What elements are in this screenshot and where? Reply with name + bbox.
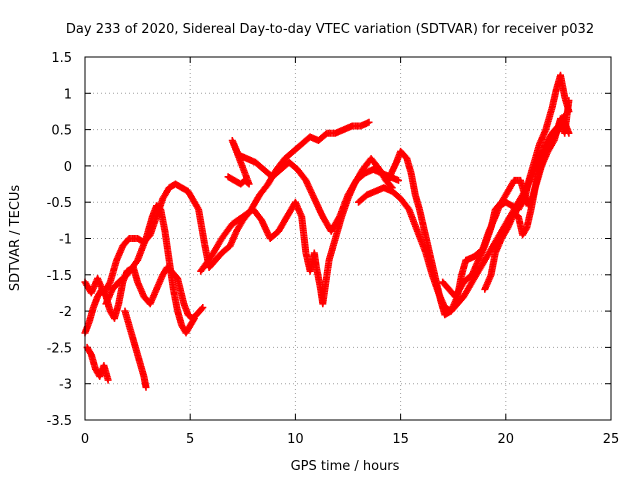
y-tick-label: -3.5 (47, 414, 72, 429)
data-point (549, 138, 557, 146)
series-track-c (83, 307, 150, 391)
axis-ticks: 0 5 10 15 20 25 -3.5 -3 -2.5 -2 -1.5 -1 -0.5 0 0.5 1 1.5 (47, 51, 620, 447)
x-tick-label: 15 (392, 432, 409, 447)
y-tick-label: 0 (64, 160, 72, 175)
data-point (104, 376, 112, 384)
plot-frame (84, 56, 612, 421)
x-tick-label: 10 (287, 432, 304, 447)
y-tick-label: 1.5 (51, 51, 72, 66)
y-tick-label: 1 (64, 87, 72, 102)
series-track-j (481, 97, 573, 293)
y-tick-label: -1 (59, 233, 72, 248)
chart-title: Day 233 of 2020, Sidereal Day-to-day VTE… (66, 22, 594, 37)
y-tick-label: 0.5 (51, 124, 72, 139)
y-tick-label: -3 (59, 378, 72, 393)
y-tick-label: -2 (59, 305, 72, 320)
series-track-d (102, 202, 198, 337)
data-point (565, 97, 573, 105)
data-point (365, 118, 373, 126)
y-tick-label: -1.5 (47, 269, 72, 284)
data-points (81, 71, 573, 391)
x-tick-label: 0 (81, 432, 89, 447)
data-point (198, 305, 206, 313)
x-tick-label: 25 (603, 432, 620, 447)
y-axis-label: SDTVAR / TECUs (8, 185, 23, 292)
data-point (395, 176, 402, 184)
data-point (142, 383, 150, 391)
gridlines (85, 57, 611, 420)
x-axis-label: GPS time / hours (291, 459, 400, 474)
data-point (105, 280, 113, 288)
y-tick-label: -0.5 (47, 196, 72, 211)
data-point (199, 304, 207, 311)
series-track-e (224, 137, 402, 235)
series-track-f (197, 155, 396, 308)
y-tick-label: -2.5 (47, 341, 72, 356)
data-point (190, 314, 198, 322)
x-tick-label: 20 (498, 432, 515, 447)
x-tick-label: 5 (186, 432, 194, 447)
series-track-a (81, 118, 373, 297)
series-track-h (384, 71, 573, 319)
